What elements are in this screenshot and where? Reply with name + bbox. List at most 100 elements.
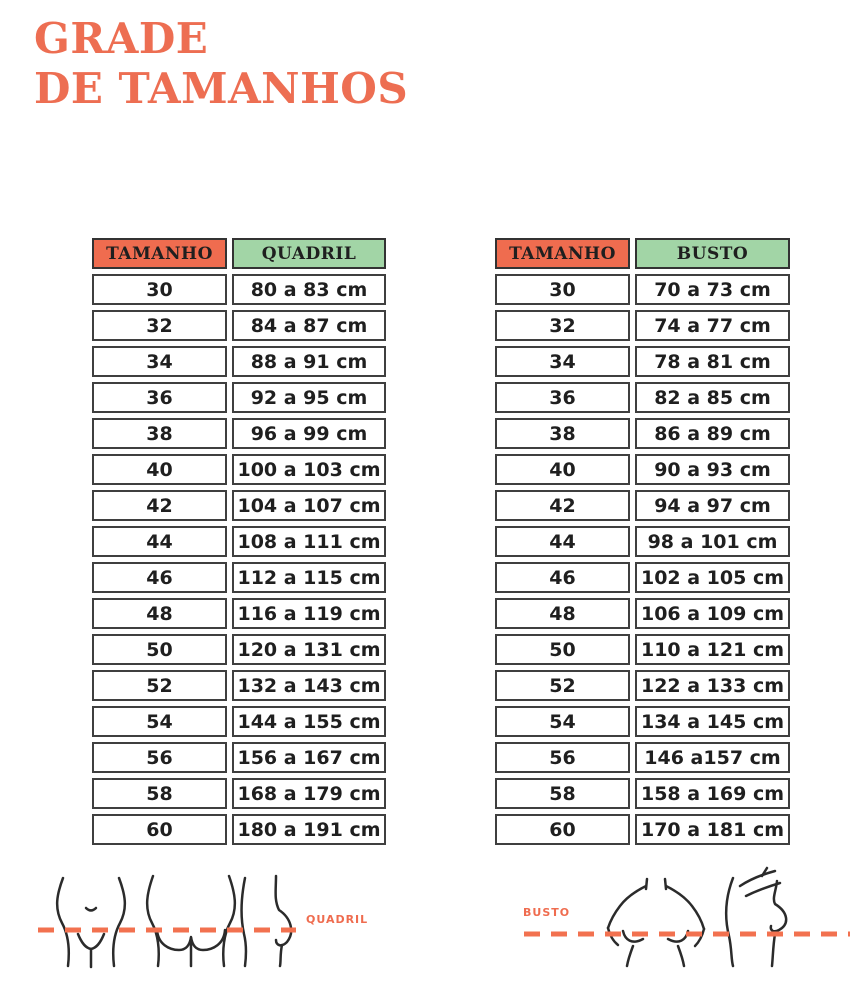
size-cell: 58 [92, 778, 227, 809]
table-row: 38 96 a 99 cm [92, 418, 386, 449]
measure-cell: 70 a 73 cm [635, 274, 790, 305]
measure-cell: 74 a 77 cm [635, 310, 790, 341]
table-row: 48 116 a 119 cm [92, 598, 386, 629]
table-row: 54 144 a 155 cm [92, 706, 386, 737]
size-cell: 58 [495, 778, 630, 809]
table-row: 52 122 a 133 cm [495, 670, 790, 701]
size-cell: 40 [495, 454, 630, 485]
page-title: GRADE DE TAMANHOS [34, 14, 408, 114]
measure-cell: 92 a 95 cm [232, 382, 386, 413]
measure-cell: 146 a157 cm [635, 742, 790, 773]
size-cell: 50 [495, 634, 630, 665]
table-row: 46 102 a 105 cm [495, 562, 790, 593]
measure-cell: 158 a 169 cm [635, 778, 790, 809]
measure-cell: 80 a 83 cm [232, 274, 386, 305]
table-row: 56 146 a157 cm [495, 742, 790, 773]
size-cell: 52 [92, 670, 227, 701]
table-row: 50 120 a 131 cm [92, 634, 386, 665]
measure-cell: 100 a 103 cm [232, 454, 386, 485]
size-cell: 34 [495, 346, 630, 377]
measure-cell: 132 a 143 cm [232, 670, 386, 701]
table-header-row: TAMANHO BUSTO [495, 238, 790, 269]
busto-figure-label: BUSTO [523, 906, 571, 919]
table-row: 44 108 a 111 cm [92, 526, 386, 557]
table-row: 54 134 a 145 cm [495, 706, 790, 737]
size-cell: 42 [495, 490, 630, 521]
quadril-figure-label: QUADRIL [306, 913, 369, 926]
measure-cell: 120 a 131 cm [232, 634, 386, 665]
busto-table-body: 30 70 a 73 cm 32 74 a 77 cm 34 78 a 81 cm 36 82… [495, 274, 790, 845]
size-cell: 30 [495, 274, 630, 305]
table-row: 34 88 a 91 cm [92, 346, 386, 377]
size-cell: 32 [92, 310, 227, 341]
measure-cell: 102 a 105 cm [635, 562, 790, 593]
navel-mark [84, 906, 98, 912]
table-row: 38 86 a 89 cm [495, 418, 790, 449]
measure-cell: 108 a 111 cm [232, 526, 386, 557]
size-cell: 46 [495, 562, 630, 593]
measure-cell: 112 a 115 cm [232, 562, 386, 593]
hips-front-view-drawing [55, 876, 127, 969]
measure-cell: 116 a 119 cm [232, 598, 386, 629]
size-cell: 52 [495, 670, 630, 701]
table-row: 40 90 a 93 cm [495, 454, 790, 485]
measure-cell: 84 a 87 cm [232, 310, 386, 341]
measure-cell: 104 a 107 cm [232, 490, 386, 521]
table-row: 56 156 a 167 cm [92, 742, 386, 773]
table-row: 52 132 a 143 cm [92, 670, 386, 701]
size-cell: 50 [92, 634, 227, 665]
measure-cell: 134 a 145 cm [635, 706, 790, 737]
table-row: 32 84 a 87 cm [92, 310, 386, 341]
table-row: 44 98 a 101 cm [495, 526, 790, 557]
measure-cell: 98 a 101 cm [635, 526, 790, 557]
measure-cell: 156 a 167 cm [232, 742, 386, 773]
table-row: 60 180 a 191 cm [92, 814, 386, 845]
size-cell: 54 [495, 706, 630, 737]
hips-side-view-drawing [240, 874, 293, 968]
table-row: 60 170 a 181 cm [495, 814, 790, 845]
bust-front-view-drawing [606, 877, 706, 968]
measure-cell: 180 a 191 cm [232, 814, 386, 845]
size-cell: 36 [92, 382, 227, 413]
table-row: 50 110 a 121 cm [495, 634, 790, 665]
table-row: 40 100 a 103 cm [92, 454, 386, 485]
size-cell: 56 [495, 742, 630, 773]
measure-cell: 94 a 97 cm [635, 490, 790, 521]
page-title-line2: DE TAMANHOS [34, 64, 409, 113]
table-row: 36 92 a 95 cm [92, 382, 386, 413]
size-cell: 32 [495, 310, 630, 341]
measure-cell: 122 a 133 cm [635, 670, 790, 701]
busto-header-cell: BUSTO [635, 238, 790, 269]
size-cell: 38 [92, 418, 227, 449]
size-cell: 42 [92, 490, 227, 521]
measure-cell: 168 a 179 cm [232, 778, 386, 809]
busto-size-table: TAMANHO BUSTO 30 70 a 73 cm 32 74 a 77 cm 34… [495, 238, 790, 845]
size-cell: 48 [92, 598, 227, 629]
measure-cell: 78 a 81 cm [635, 346, 790, 377]
quadril-header-cell: QUADRIL [232, 238, 386, 269]
table-row: 30 80 a 83 cm [92, 274, 386, 305]
measure-cell: 82 a 85 cm [635, 382, 790, 413]
table-row: 48 106 a 109 cm [495, 598, 790, 629]
busto-figure-illustration [524, 866, 850, 968]
measure-cell: 96 a 99 cm [232, 418, 386, 449]
table-row: 36 82 a 85 cm [495, 382, 790, 413]
size-cell: 48 [495, 598, 630, 629]
size-cell: 36 [495, 382, 630, 413]
table-row: 46 112 a 115 cm [92, 562, 386, 593]
size-header-cell: TAMANHO [92, 238, 227, 269]
quadril-figure-illustration [38, 874, 296, 969]
measure-cell: 88 a 91 cm [232, 346, 386, 377]
measure-cell: 144 a 155 cm [232, 706, 386, 737]
size-cell: 30 [92, 274, 227, 305]
size-cell: 34 [92, 346, 227, 377]
size-cell: 44 [495, 526, 630, 557]
measure-cell: 86 a 89 cm [635, 418, 790, 449]
bust-side-view-drawing [724, 866, 788, 968]
table-row: 42 94 a 97 cm [495, 490, 790, 521]
size-cell: 60 [495, 814, 630, 845]
measure-cell: 170 a 181 cm [635, 814, 790, 845]
measure-cell: 106 a 109 cm [635, 598, 790, 629]
size-cell: 46 [92, 562, 227, 593]
